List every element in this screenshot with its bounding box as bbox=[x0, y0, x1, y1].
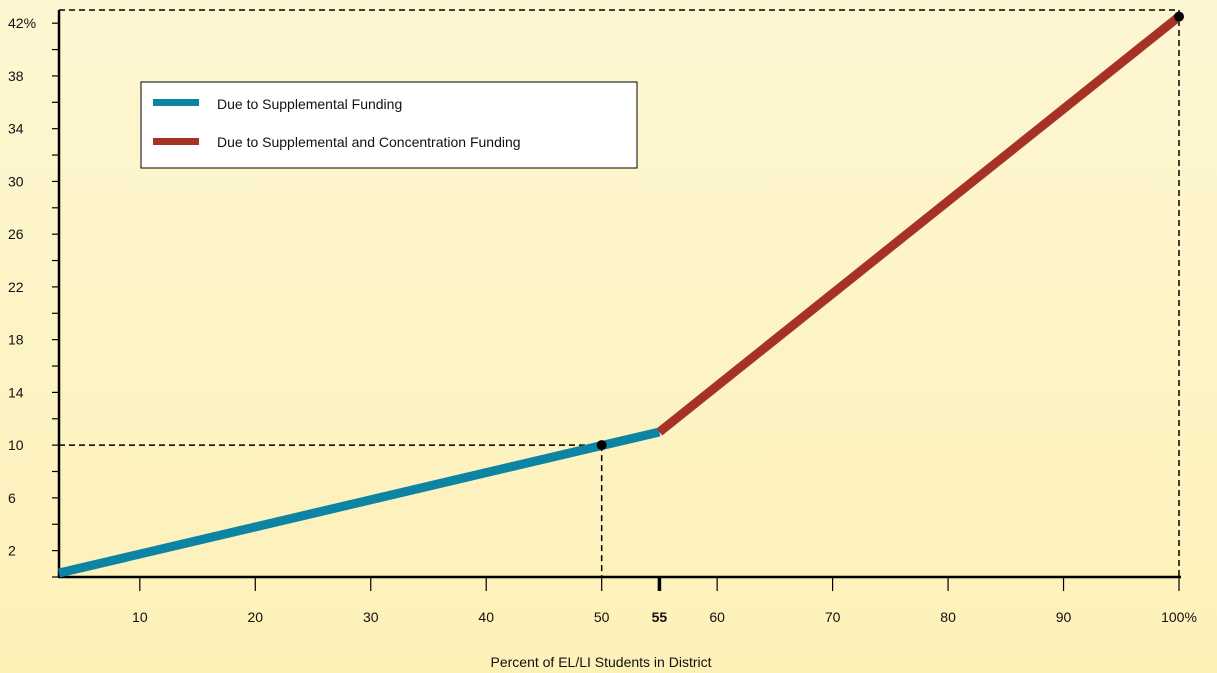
x-tick-label: 80 bbox=[940, 609, 956, 625]
x-tick-label: 100% bbox=[1161, 609, 1197, 625]
series-lines bbox=[57, 13, 1182, 578]
y-tick-label: 26 bbox=[8, 226, 24, 242]
series-line-1 bbox=[656, 13, 1182, 436]
y-tick-label: 42% bbox=[8, 15, 36, 31]
legend-swatch-supplemental bbox=[153, 99, 199, 106]
y-tick-label: 38 bbox=[8, 68, 24, 84]
x-tick-label: 60 bbox=[709, 609, 725, 625]
legend-box bbox=[140, 81, 638, 169]
legend-label-supplemental: Due to Supplemental Funding bbox=[217, 96, 402, 112]
x-tick-label: 55 bbox=[652, 609, 668, 625]
y-tick-label: 2 bbox=[8, 543, 16, 559]
x-tick-label: 90 bbox=[1056, 609, 1072, 625]
legend-label-concentration: Due to Supplemental and Concentration Fu… bbox=[217, 134, 521, 150]
reference-lines bbox=[59, 9, 1180, 577]
y-tick-label: 22 bbox=[8, 279, 24, 295]
x-ticks: 10 20 30 40 50 55 60 70 80 90 100% bbox=[132, 577, 1197, 625]
legend-swatch-concentration bbox=[153, 138, 199, 145]
x-tick-label: 10 bbox=[132, 609, 148, 625]
series-line-0 bbox=[57, 427, 661, 578]
y-tick-label: 6 bbox=[8, 490, 16, 506]
y-tick-label: 18 bbox=[8, 332, 24, 348]
y-tick-label: 10 bbox=[8, 437, 24, 453]
y-tick-label: 34 bbox=[8, 121, 24, 137]
axes bbox=[57, 10, 1181, 579]
highlight-points bbox=[596, 11, 1184, 451]
legend: Due to Supplemental Funding Due to Suppl… bbox=[140, 81, 638, 169]
x-tick-label: 20 bbox=[247, 609, 263, 625]
x-tick-label: 50 bbox=[594, 609, 610, 625]
x-tick-label: 30 bbox=[363, 609, 379, 625]
y-tick-label: 14 bbox=[8, 384, 24, 400]
highlight-point bbox=[1174, 11, 1184, 22]
x-axis-title: Percent of EL/LI Students in District bbox=[491, 654, 712, 670]
x-tick-label: 70 bbox=[825, 609, 841, 625]
y-tick-label: 30 bbox=[8, 173, 24, 189]
x-tick-label: 40 bbox=[478, 609, 494, 625]
highlight-point bbox=[596, 440, 607, 451]
